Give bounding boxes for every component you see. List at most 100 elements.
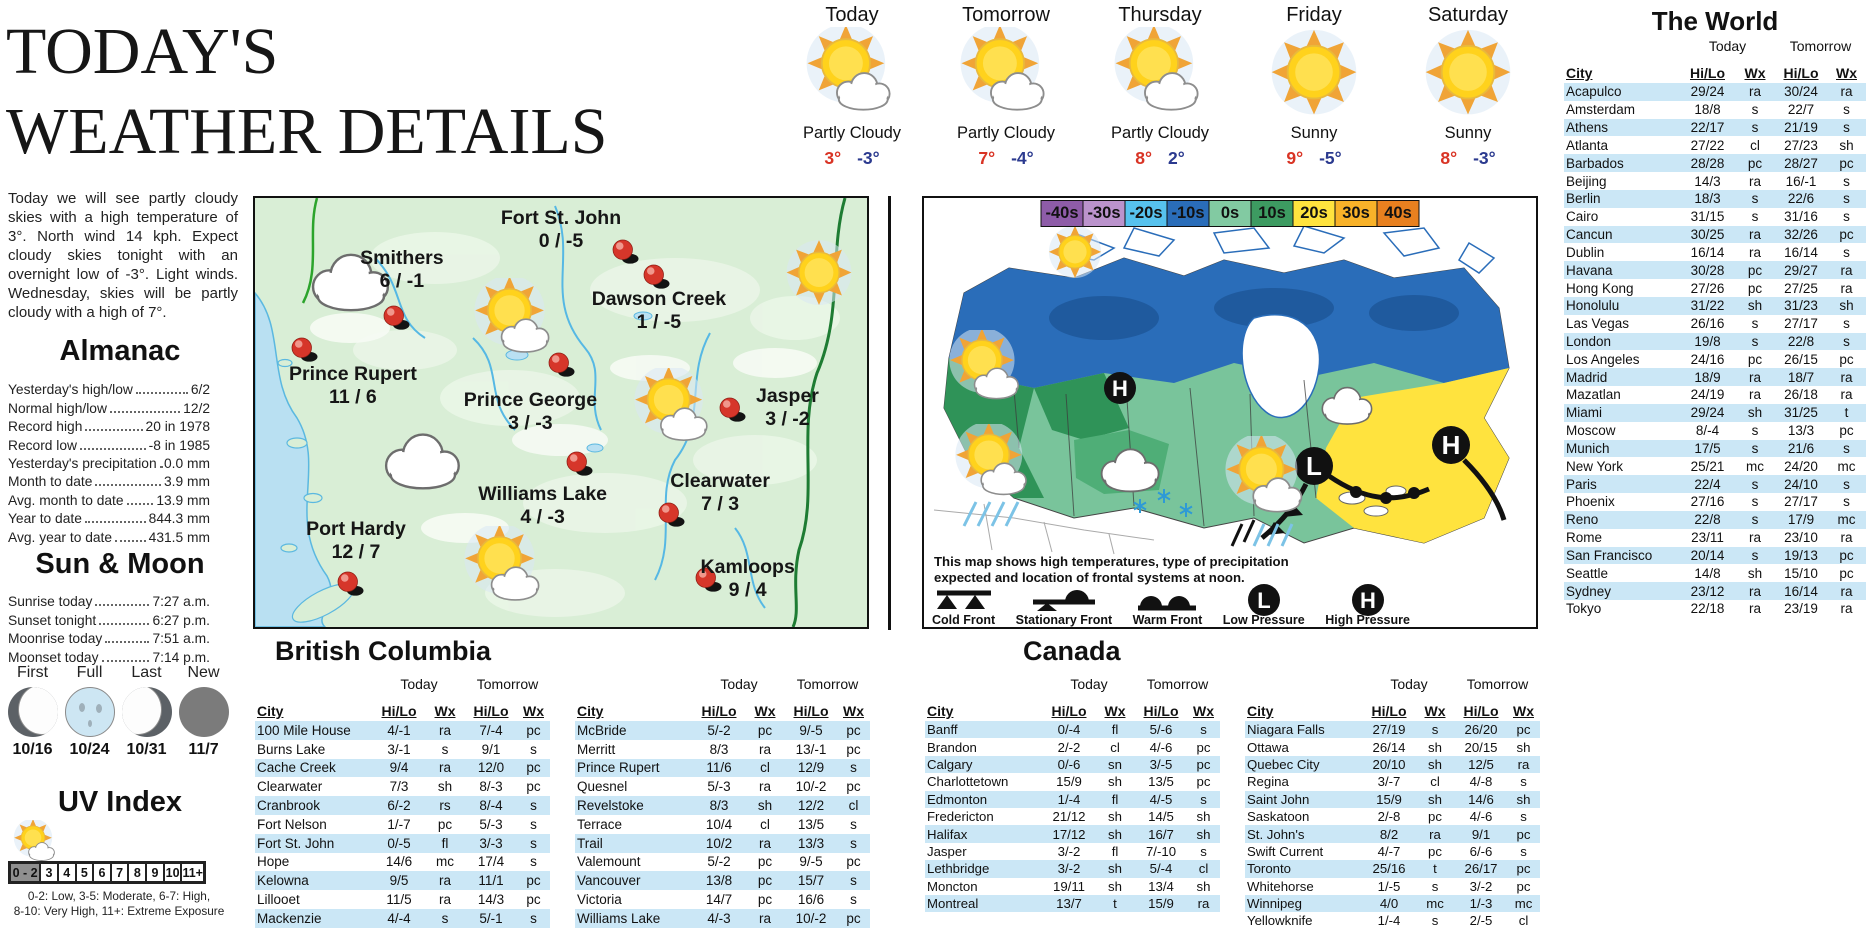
almanac-row: Yesterday's high/low 6/2 [8,382,210,398]
page-title: TODAY'S WEATHER DETAILS [6,15,608,168]
canada-weather-map: -40s -30s -20s -10s 0s 10s 20s 30s 40s [922,196,1538,629]
dotted-leader [109,410,181,413]
table-row: Berlin 18/3 s 22/6 s [1564,189,1866,208]
low-pressure-icon: L [1223,584,1305,616]
front-legend-low: L Low Pressure [1223,584,1305,627]
table-row: Calgary 0/-6 sn 3/-5 pc [925,755,1220,774]
legend-cell: -40s [1041,201,1084,226]
uv-scale-cell: 9 [147,864,165,881]
table-row: Moscow 8/-4 s 13/3 pc [1566,423,1854,439]
dotted-leader [105,641,150,644]
almanac-row: Yesterday's precipitation 0.0 mm [8,455,210,471]
dotted-leader [115,539,146,542]
table-row: Rome 23/11 ra 23/10 ra [1566,530,1853,546]
table-row: Banff 0/-4 fl 5/-6 s [925,721,1220,739]
table-row: Seattle 14/8 sh 15/10 pc [1566,565,1854,581]
table-body: Banff 0/-4 fl 5/-6 s Brandon 2/-2 cl 4/-… [925,721,1220,913]
table-row: Barbados 28/28 pc 28/27 pc [1564,154,1866,173]
canada-terrain: L H H [924,198,1536,627]
table-row: Beijing 14/3 ra 16/-1 s [1566,173,1850,189]
table-row: Moncton 19/11 sh 13/4 sh [927,878,1211,894]
table-row: Niagara Falls 27/19 s 26/20 pc [1245,721,1540,739]
table-row: Paris 22/4 s 24/10 s [1564,475,1866,494]
table-row: Tokyo 22/18 ra 23/19 ra [1566,601,1853,617]
dotted-leader [95,604,150,607]
snowflakes [1133,489,1193,517]
partly-cloudy-icon [1112,27,1208,121]
column-header: City Hi/Lo Wx Hi/Lo Wx [257,703,544,719]
forecast-day-today: Today Partly Cloudy 3° -3° [802,4,902,168]
table-row: Valemount 5/-2 pc 9/-5 pc [577,854,861,870]
table-row: Whitehorse 1/-5 s 3/-2 pc [1247,878,1531,894]
bc-table-heading: British Columbia [275,636,492,666]
table-row: Atlanta 27/22 cl 27/23 sh [1566,137,1854,153]
map-city-label: Dawson Creek 1 / -5 [591,288,727,334]
map-city-label: Port Hardy 12 / 7 [306,517,406,563]
map-pin-icon [717,395,747,425]
table-row: Cache Creek 9/4 ra 12/0 pc [255,758,550,778]
map-pin-icon [381,303,411,333]
table-row: Toronto 25/16 t 26/17 pc [1245,860,1540,878]
svg-text:H: H [1112,376,1128,401]
table-row: Miami 29/24 sh 31/25 t [1564,403,1866,422]
uv-scale-cell: 5 [76,864,95,881]
table-row: Charlottetown 15/9 sh 13/5 pc [927,774,1211,790]
moon-phase-last: Last 10/31 [118,664,175,759]
table-row: Fredericton 21/12 sh 14/5 sh [927,809,1211,825]
rain-hatching [962,501,1294,547]
table-row: Halifax 17/12 sh 16/7 sh [925,825,1220,843]
sun-moon-row: Moonset today 7:14 p.m. [8,649,210,665]
almanac-row: Year to date 844.3 mm [8,511,210,527]
temperature-legend: -40s -30s -20s -10s 0s 10s 20s 30s 40s [1040,200,1420,227]
table-row: Honolulu 31/22 sh 31/23 sh [1564,296,1866,315]
group-header: Today Tomorrow [400,676,539,692]
table-row: St. John's 8/2 ra 9/1 pc [1245,825,1540,843]
front-legend-high: H High Pressure [1325,584,1410,627]
map-pin-icon [546,350,576,380]
uv-scale-cell: 4 [58,864,77,881]
table-row: Los Angeles 24/16 pc 26/15 pc [1566,351,1854,367]
bc-terrain [255,198,867,627]
table-row: Mackenzie 4/-4 s 5/-1 s [255,908,550,928]
table-row: Lillooet 11/5 ra 14/3 pc [257,892,541,908]
dotted-leader [135,392,188,395]
table-row: Quesnel 5/-3 ra 10/-2 pc [577,779,861,795]
almanac-list: Yesterday's high/low 6/2 Normal high/low… [8,379,210,544]
uv-caption: 0-2: Low, 3-5: Moderate, 6-7: High, 8-10… [13,889,225,918]
forecast-day-friday: Friday Sunny 9° -5° [1242,4,1386,169]
british-columbia-map: Fort St. John 0 / -5 Smithers 6 / -1 Daw… [253,196,869,629]
map-city-label: Smithers 6 / -1 [360,247,444,293]
storm-hatching [1230,519,1256,547]
almanac-row: Avg. month to date 13.9 mm [8,492,210,508]
map-city-label: Jasper 3 / -2 [755,384,819,430]
stationary-front-icon [1016,588,1113,612]
bc-table-right: Today Tomorrow City Hi/Lo Wx Hi/Lo Wx Mc… [575,676,870,928]
front-legend-warm: Warm Front [1133,588,1203,627]
warm-front-icon [1133,588,1203,612]
table-row: Burns Lake 3/-1 s 9/1 s [257,741,537,757]
table-row: San Francisco 20/14 s 19/13 pc [1564,546,1866,565]
forecast-day-thursday: Thursday Partly Cloudy 8° 2° [1110,4,1210,168]
table-row: Fort St. John 0/-5 fl 3/-3 s [255,833,550,853]
alaska-border-line [301,198,319,304]
sun-moon-row: Sunset tonight 6:27 p.m. [8,612,210,628]
table-row: Phoenix 27/16 s 27/17 s [1566,494,1850,510]
table-row: Terrace 10/4 cl 13/5 s [577,816,857,832]
table-row: Edmonton 1/-4 fl 4/-5 s [925,790,1220,808]
partly-cloudy-icon [10,820,62,866]
sun-moon-heading: Sun & Moon [35,548,205,580]
table-row: Hong Kong 27/26 pc 27/25 ra [1566,280,1853,296]
dotted-leader [101,659,150,662]
map-city-label: Williams Lake 4 / -3 [478,483,608,529]
table-row: Regina 3/-7 cl 4/-8 s [1247,774,1527,790]
uv-scale-cell: 6 [94,864,112,881]
column-header: City Hi/Lo Wx Hi/Lo Wx [1247,703,1534,719]
table-row: Ottawa 26/14 sh 20/15 sh [1247,739,1531,755]
new-moon-icon [178,687,229,737]
world-table: Today Tomorrow City Hi/Lo Wx Hi/Lo Wx Ac… [1564,38,1866,618]
uv-heading: UV Index [57,786,183,818]
front-legend-cold: Cold Front [932,588,995,627]
legend-cell: 30s [1335,201,1378,226]
table-row: Havana 30/28 pc 29/27 ra [1564,261,1866,280]
table-row: Fort Nelson 1/-7 pc 5/-3 s [257,816,537,832]
